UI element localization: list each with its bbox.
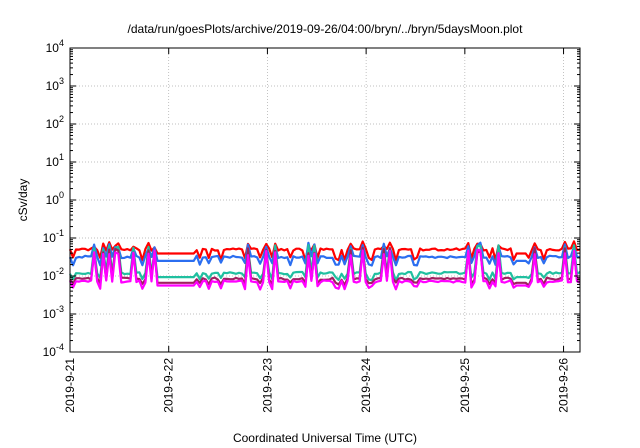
x-tick-label: 2019-9-22 [162,358,176,413]
x-tick-label: 2019-9-24 [359,358,373,413]
y-tick-label: 104 [46,38,64,55]
y-tick-label: 100 [46,190,64,207]
x-tick-label: 2019-9-21 [63,358,77,413]
series-line-5 [69,248,581,291]
chart-title: /data/run/goesPlots/archive/2019-09-26/0… [128,22,524,36]
y-tick-label: 102 [46,114,64,131]
y-tick-label: 10-2 [43,266,64,283]
series-line-2 [68,241,581,267]
x-tick-label: 2019-9-25 [458,358,472,413]
x-axis-label: Coordinated Universal Time (UTC) [233,431,417,445]
y-tick-label: 10-3 [43,304,64,321]
y-axis: 10-4 10-3 10-2 10-1 100 101 102 103 104 [43,38,580,359]
x-axis: 2019-9-21 2019-9-22 2019-9-23 2019-9-24 2019… [63,48,571,413]
series-group [68,240,581,291]
y-tick-label: 10-1 [43,228,64,245]
y-tick-label: 101 [46,152,64,169]
grid [70,48,580,352]
x-tick-label: 2019-9-26 [557,358,571,413]
x-tick-label: 2019-9-23 [260,358,274,413]
y-tick-label: 103 [46,76,64,93]
y-tick-label: 10-4 [43,342,64,359]
y-axis-label: cSv/day [16,179,30,222]
